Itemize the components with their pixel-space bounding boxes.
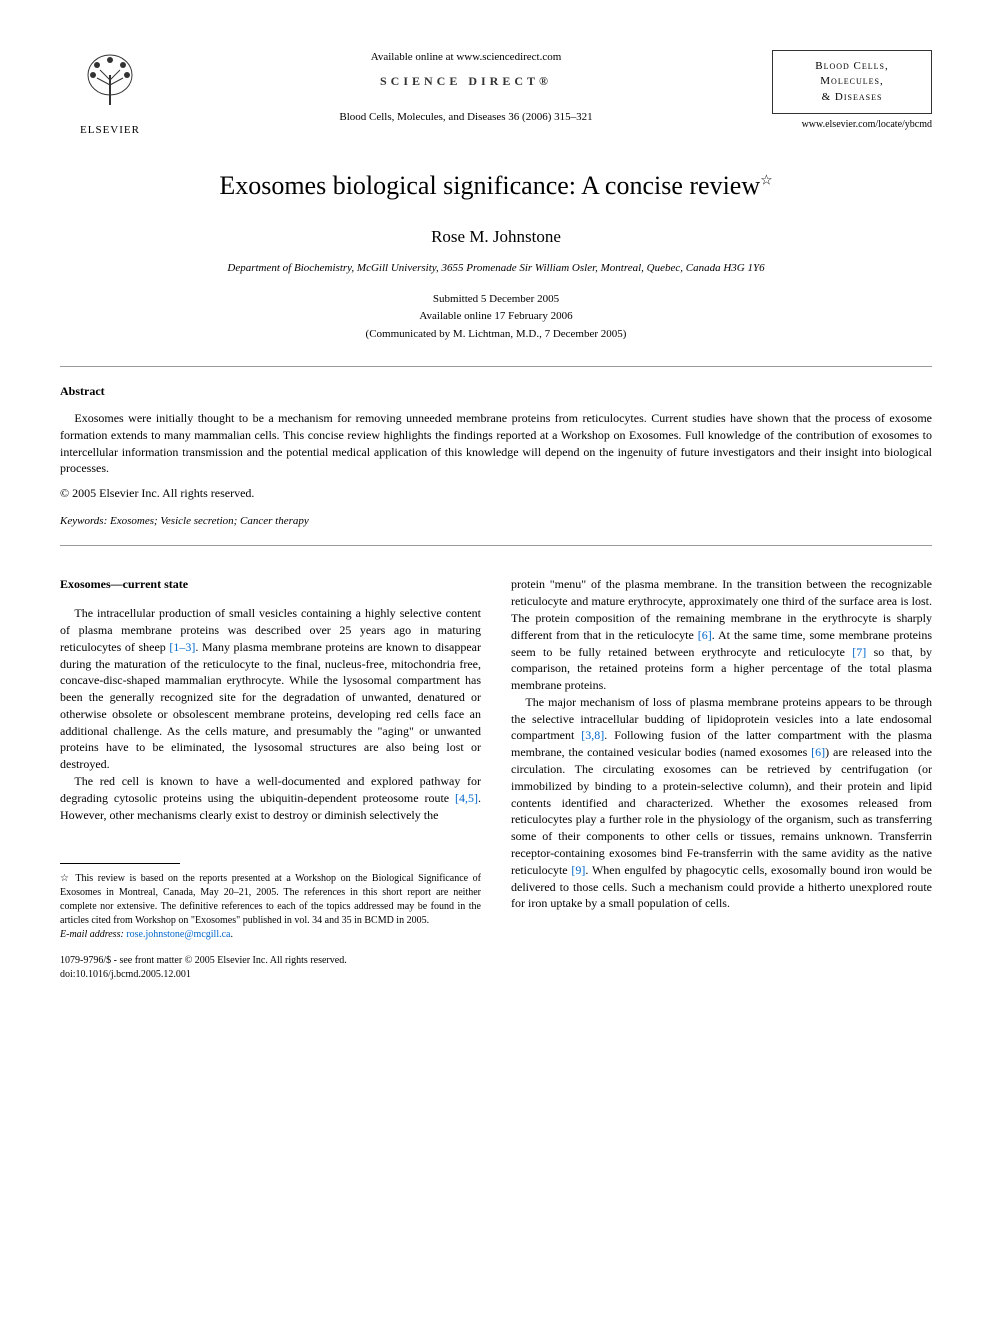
communicated-by: (Communicated by M. Lichtman, M.D., 7 De… [60, 327, 932, 342]
publisher-name: ELSEVIER [60, 123, 160, 138]
email-link[interactable]: rose.johnstone@mcgill.ca [126, 929, 230, 940]
citation-link[interactable]: [7] [852, 645, 866, 659]
citation-link[interactable]: [9] [571, 863, 585, 877]
science-direct-logo: SCIENCE DIRECT® [180, 73, 752, 90]
abstract-copyright: © 2005 Elsevier Inc. All rights reserved… [60, 485, 932, 502]
body-paragraph-cont: protein "menu" of the plasma membrane. I… [511, 576, 932, 694]
column-left: Exosomes—current state The intracellular… [60, 576, 481, 982]
abstract-heading: Abstract [60, 383, 932, 400]
available-online-text: Available online at www.sciencedirect.co… [180, 50, 752, 65]
publisher-logo: ELSEVIER [60, 50, 160, 138]
title-text: Exosomes biological significance: A conc… [219, 171, 760, 200]
elsevier-tree-icon [60, 50, 160, 119]
body-columns: Exosomes—current state The intracellular… [60, 576, 932, 982]
journal-name-line2: Molecules, [777, 74, 927, 89]
keywords-line: Keywords: Exosomes; Vesicle secretion; C… [60, 514, 932, 529]
article-title: Exosomes biological significance: A conc… [60, 168, 932, 204]
author-name: Rose M. Johnstone [60, 225, 932, 249]
available-date: Available online 17 February 2006 [60, 309, 932, 324]
citation-link[interactable]: [6] [698, 628, 712, 642]
author-affiliation: Department of Biochemistry, McGill Unive… [60, 261, 932, 276]
abstract-text: Exosomes were initially thought to be a … [60, 410, 932, 477]
abstract-top-rule [60, 366, 932, 367]
footer-doi: doi:10.1016/j.bcmd.2005.12.001 [60, 968, 481, 982]
citation-link[interactable]: [1–3] [169, 640, 195, 654]
abstract-bottom-rule [60, 545, 932, 546]
submitted-date: Submitted 5 December 2005 [60, 292, 932, 307]
citation-link[interactable]: [3,8] [581, 728, 604, 742]
footnote-email: E-mail address: rose.johnstone@mcgill.ca… [60, 928, 481, 942]
citation-link[interactable]: [6] [811, 745, 825, 759]
footnote-star: ☆ This review is based on the reports pr… [60, 872, 481, 928]
journal-url: www.elsevier.com/locate/ybcmd [772, 118, 932, 132]
center-header: Available online at www.sciencedirect.co… [160, 50, 772, 126]
journal-name-line1: Blood Cells, [777, 59, 927, 74]
page-header: ELSEVIER Available online at www.science… [60, 50, 932, 138]
keywords-text: Exosomes; Vesicle secretion; Cancer ther… [107, 515, 309, 527]
column-right: protein "menu" of the plasma membrane. I… [511, 576, 932, 982]
body-paragraph-2: The red cell is known to have a well-doc… [60, 773, 481, 823]
section-heading: Exosomes—current state [60, 576, 481, 593]
journal-name-line3: & Diseases [777, 90, 927, 105]
journal-title-box: Blood Cells, Molecules, & Diseases [772, 50, 932, 114]
journal-branding: Blood Cells, Molecules, & Diseases www.e… [772, 50, 932, 132]
footer-copyright: 1079-9796/$ - see front matter © 2005 El… [60, 954, 481, 968]
title-footnote-marker: ☆ [760, 174, 773, 189]
body-paragraph-3: The major mechanism of loss of plasma me… [511, 694, 932, 912]
email-label: E-mail address: [60, 929, 124, 940]
body-paragraph-1: The intracellular production of small ve… [60, 605, 481, 773]
citation-link[interactable]: [4,5] [455, 791, 478, 805]
footnote-separator [60, 863, 180, 864]
keywords-label: Keywords: [60, 515, 107, 527]
journal-citation: Blood Cells, Molecules, and Diseases 36 … [180, 110, 752, 125]
